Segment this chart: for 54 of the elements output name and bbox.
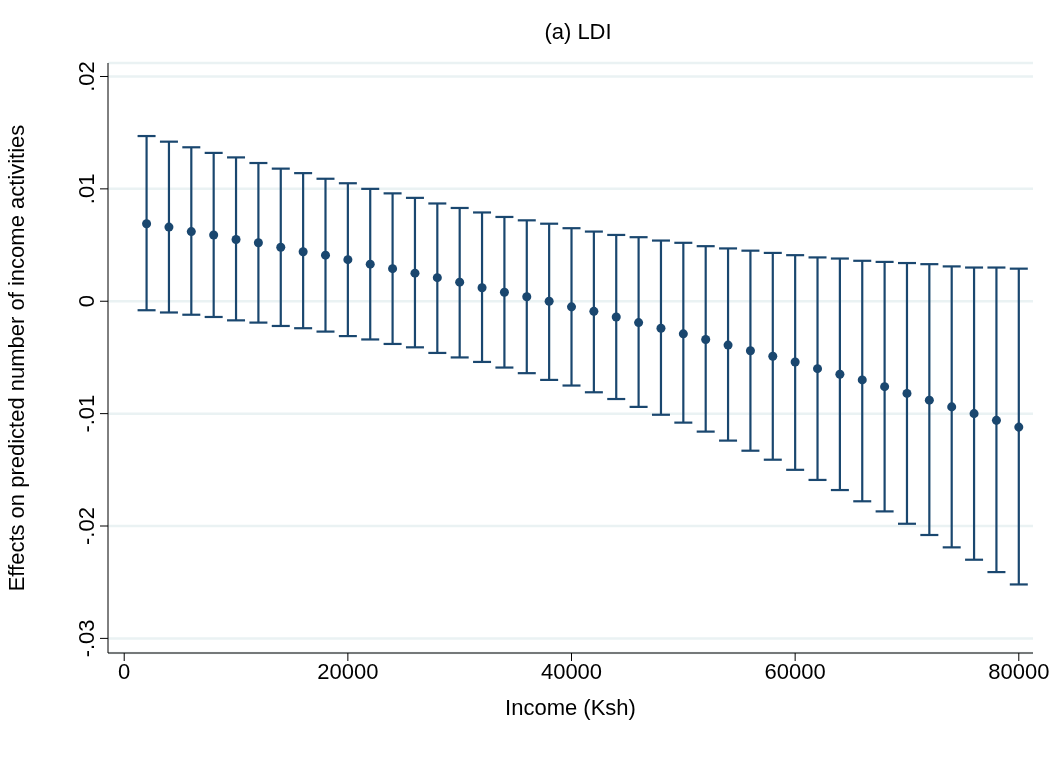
- point: [522, 292, 532, 302]
- point: [432, 273, 442, 283]
- point: [1014, 422, 1024, 432]
- point: [455, 277, 465, 287]
- point: [186, 227, 196, 237]
- point: [544, 296, 554, 306]
- point: [320, 250, 331, 260]
- point: [924, 395, 934, 405]
- point: [678, 329, 688, 339]
- x-tick-label: 40000: [540, 658, 603, 684]
- y-tick-label: 0: [74, 295, 99, 308]
- y-tick-label: -.03: [74, 619, 99, 658]
- x-tick-label: 80000: [988, 658, 1050, 684]
- point: [164, 222, 174, 232]
- point: [723, 340, 733, 350]
- point: [790, 357, 800, 367]
- point: [142, 219, 152, 229]
- point: [276, 242, 286, 252]
- point: [902, 388, 912, 398]
- point: [410, 268, 420, 278]
- point: [969, 409, 979, 419]
- point: [656, 323, 666, 333]
- point: [231, 234, 241, 244]
- point: [835, 369, 845, 379]
- chart-title: (a) LDI: [544, 18, 612, 44]
- point: [701, 334, 711, 344]
- point: [813, 364, 823, 374]
- point: [745, 346, 755, 356]
- point: [589, 306, 599, 316]
- y-tick-label: .02: [74, 61, 99, 92]
- point: [298, 247, 308, 257]
- point: [343, 255, 353, 265]
- y-tick-label: .01: [74, 173, 99, 205]
- point: [209, 230, 219, 240]
- point: [880, 382, 890, 392]
- y-tick-label: -.01: [74, 394, 99, 433]
- point: [947, 402, 957, 412]
- x-axis-title: Income (Ksh): [505, 695, 636, 720]
- y-tick-label: -.02: [74, 507, 99, 545]
- point: [634, 318, 644, 328]
- point: [611, 312, 621, 322]
- point: [388, 264, 398, 274]
- y-axis-title: Effects on predicted number of income activities: [3, 124, 29, 592]
- point: [857, 375, 867, 385]
- point: [499, 287, 509, 297]
- point: [566, 302, 577, 312]
- x-tick-label: 60000: [764, 658, 826, 684]
- x-tick-label: 0: [118, 658, 131, 684]
- point: [768, 351, 778, 361]
- point: [477, 283, 487, 293]
- point: [991, 415, 1001, 425]
- point: [253, 238, 263, 248]
- point: [365, 259, 375, 269]
- x-tick-label: 20000: [317, 658, 379, 684]
